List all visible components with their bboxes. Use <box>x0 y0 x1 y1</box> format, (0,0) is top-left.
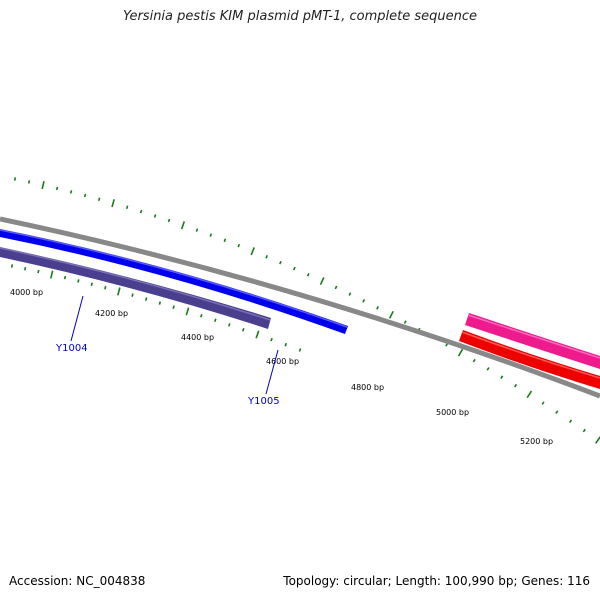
outer-minor-tick <box>97 197 101 202</box>
outer-minor-tick <box>55 186 59 191</box>
slate-gene-highlight <box>0 247 271 321</box>
inner-minor-tick <box>24 267 27 271</box>
inner-minor-tick <box>37 269 40 274</box>
outer-minor-tick <box>306 272 310 277</box>
gene-feature-red[interactable] <box>459 330 600 389</box>
blue-gene-body <box>0 229 348 334</box>
gene-label-y1004[interactable]: Y1004 <box>55 343 88 354</box>
inner-minor-tick <box>298 348 302 352</box>
outer-minor-tick <box>279 260 282 265</box>
outer-minor-tick <box>555 410 559 414</box>
outer-minor-tick <box>472 358 476 363</box>
outer-major-tick <box>388 310 394 319</box>
outer-minor-tick <box>541 401 545 405</box>
outer-major-tick <box>457 348 464 357</box>
outer-minor-tick <box>209 233 213 237</box>
gene-feature-slate[interactable] <box>0 247 271 329</box>
inner-minor-tick <box>144 297 148 301</box>
outer-minor-tick <box>223 238 227 243</box>
outer-tick-track <box>13 177 600 444</box>
inner-major-tick <box>185 307 190 316</box>
backbone-line <box>0 216 600 399</box>
outer-minor-tick <box>139 209 143 214</box>
inner-minor-tick <box>131 293 134 297</box>
inner-major-tick <box>255 330 260 339</box>
inner-minor-tick <box>200 314 203 318</box>
inner-minor-tick <box>214 318 217 323</box>
outer-major-tick <box>250 247 255 256</box>
position-label-4800: 4800 bp <box>351 383 384 392</box>
inner-minor-tick <box>10 264 14 268</box>
outer-minor-tick <box>362 299 366 303</box>
position-label-4200: 4200 bp <box>95 309 128 318</box>
outer-minor-tick <box>69 190 73 194</box>
outer-minor-tick <box>265 255 268 259</box>
inner-minor-tick <box>227 323 231 327</box>
inner-major-tick <box>50 270 54 279</box>
outer-major-tick <box>41 181 45 190</box>
outer-major-tick <box>111 199 115 208</box>
outer-minor-tick <box>195 228 199 232</box>
outer-minor-tick <box>348 292 352 296</box>
outer-major-tick <box>595 436 600 444</box>
inner-minor-tick <box>63 275 67 280</box>
outer-minor-tick <box>292 266 296 271</box>
inner-minor-tick <box>158 301 162 305</box>
outer-major-tick <box>180 221 186 230</box>
outer-minor-tick <box>13 177 17 181</box>
gene-feature-blue[interactable] <box>0 229 348 334</box>
inner-minor-tick <box>104 286 107 290</box>
position-label-5200: 5200 bp <box>520 437 553 446</box>
outer-major-tick <box>526 390 533 399</box>
outer-major-tick <box>319 277 325 286</box>
blue-gene-highlight <box>0 229 348 328</box>
outer-minor-tick <box>334 285 338 290</box>
outer-minor-tick <box>514 383 518 388</box>
map-title: Yersinia pestis KIM plasmid pMT-1, compl… <box>122 9 478 24</box>
outer-minor-tick <box>237 243 241 248</box>
position-label-4400: 4400 bp <box>181 333 214 342</box>
inner-minor-tick <box>284 342 288 347</box>
outer-minor-tick <box>153 214 157 218</box>
position-label-4600: 4600 bp <box>266 357 299 366</box>
inner-major-tick <box>117 287 121 296</box>
outer-minor-tick <box>125 205 129 210</box>
inner-minor-tick <box>90 282 93 286</box>
inner-minor-tick <box>77 279 80 283</box>
pink-gene-body <box>465 313 600 369</box>
topology-summary-text: Topology: circular; Length: 100,990 bp; … <box>283 574 590 588</box>
inner-minor-tick <box>270 337 273 342</box>
slate-gene-body <box>0 247 271 329</box>
leader-line-y1005 <box>265 349 279 395</box>
red-gene-body <box>459 330 600 389</box>
accession-text: Accession: NC_004838 <box>9 574 146 588</box>
outer-minor-tick <box>445 343 449 347</box>
outer-minor-tick <box>569 419 573 424</box>
pink-gene-highlight <box>467 314 600 359</box>
outer-minor-tick <box>167 218 171 223</box>
gene-feature-pink[interactable] <box>465 313 600 369</box>
red-gene-highlight <box>461 331 600 379</box>
leader-line-y1004 <box>70 295 84 342</box>
outer-minor-tick <box>83 193 87 198</box>
outer-minor-tick <box>486 367 490 371</box>
outer-minor-tick <box>582 428 586 433</box>
outer-minor-tick <box>376 306 380 310</box>
outer-minor-tick <box>403 320 407 324</box>
position-label-5000: 5000 bp <box>436 408 469 417</box>
position-label-4000: 4000 bp <box>10 288 43 297</box>
outer-minor-tick <box>27 180 31 184</box>
outer-minor-tick <box>500 375 504 379</box>
inner-tick-track <box>10 264 302 352</box>
inner-minor-tick <box>172 305 175 309</box>
inner-minor-tick <box>242 327 245 332</box>
gene-label-y1005[interactable]: Y1005 <box>247 396 280 407</box>
